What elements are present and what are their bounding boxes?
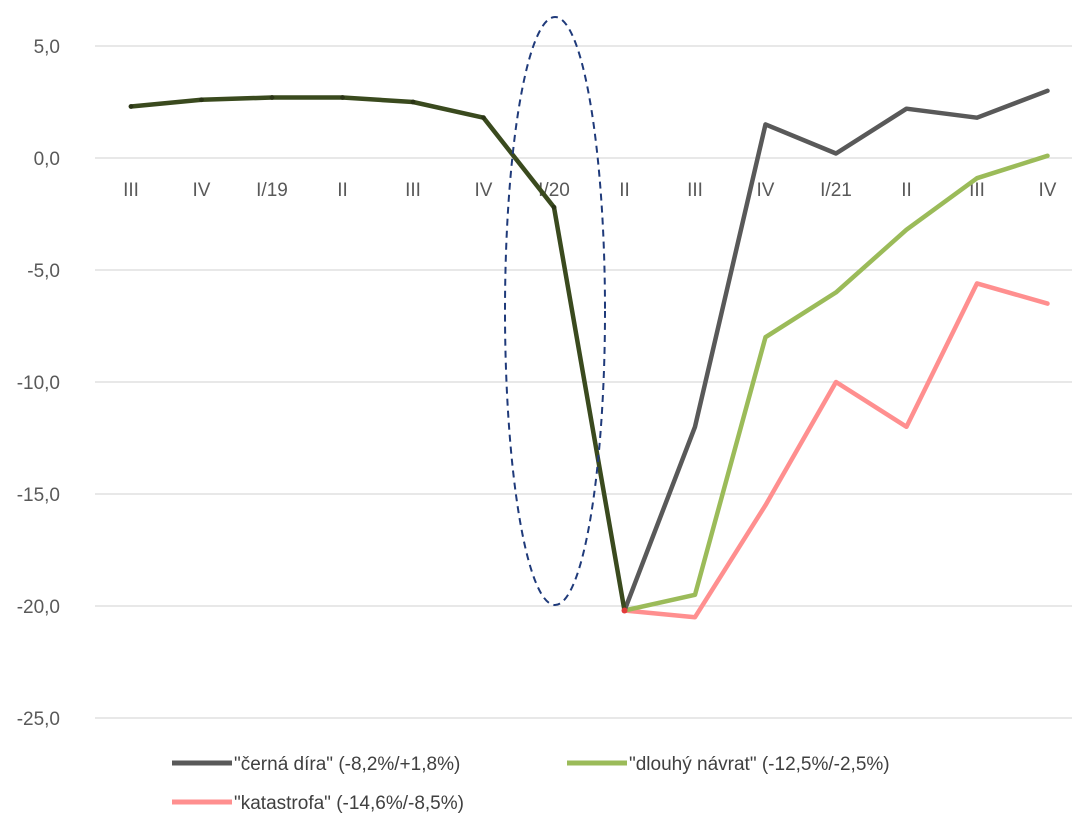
x-tick-label: II	[619, 180, 630, 201]
history-point	[410, 99, 416, 105]
annotation-layer	[504, 16, 606, 606]
x-tick-label: III	[405, 180, 421, 201]
y-tick-label: -25,0	[17, 709, 60, 730]
series-line	[622, 153, 1050, 613]
history-point	[128, 104, 134, 109]
x-tick-label: IV	[757, 180, 775, 201]
x-tick-label: IV	[475, 180, 493, 201]
history-line	[128, 95, 627, 613]
history-point	[269, 95, 275, 100]
junction-point	[621, 607, 628, 614]
x-tick-label: IV	[1039, 180, 1057, 201]
legend-label: "černá díra" (-8,2%/+1,8%)	[234, 754, 460, 775]
x-tick-label: I/21	[820, 180, 852, 201]
legend: "černá díra" (-8,2%/+1,8%) "dlouhý návrat…	[172, 754, 890, 814]
x-tick-label: I/19	[256, 180, 288, 201]
x-tick-label: IV	[193, 180, 211, 201]
y-tick-label: -5,0	[27, 261, 60, 282]
series-lines	[128, 88, 1050, 620]
y-tick-label: 0,0	[34, 149, 60, 170]
legend-label: "katastrofa" (-14,6%/-8,5%)	[234, 793, 464, 814]
series-line	[622, 281, 1050, 620]
series-line	[622, 88, 1050, 613]
highlight-ellipse	[504, 16, 606, 606]
y-tick-label: -20,0	[17, 597, 60, 618]
y-tick-label: 5,0	[34, 37, 60, 58]
x-axis-tick-labels: III IV I/19 II III IV I/20 II III IV I/21 II III IV	[123, 180, 1057, 201]
history-point	[340, 95, 345, 100]
history-point	[199, 97, 204, 103]
y-tick-label: -10,0	[17, 373, 60, 394]
y-axis-tick-labels: 5,0 0,0 -5,0 -10,0 -15,0 -20,0 -25,0	[17, 37, 60, 730]
x-tick-label: III	[123, 180, 139, 201]
x-tick-label: III	[687, 180, 703, 201]
history-point	[481, 115, 486, 121]
x-tick-label: II	[337, 180, 348, 201]
gridlines	[95, 45, 1072, 719]
y-tick-label: -15,0	[17, 485, 60, 506]
history-point	[551, 204, 557, 210]
legend-label: "dlouhý návrat" (-12,5%/-2,5%)	[629, 754, 890, 775]
x-tick-label: III	[969, 180, 985, 201]
x-tick-label: II	[901, 180, 912, 201]
